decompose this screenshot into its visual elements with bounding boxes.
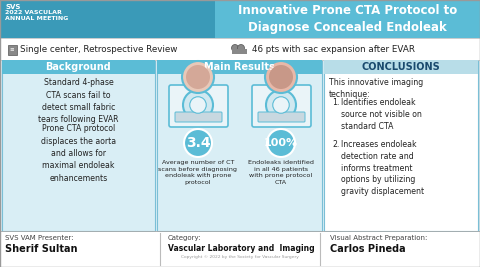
Circle shape [190, 97, 206, 113]
Text: SVS: SVS [5, 4, 20, 10]
FancyBboxPatch shape [2, 60, 155, 74]
FancyBboxPatch shape [324, 60, 478, 231]
Circle shape [266, 90, 296, 120]
FancyBboxPatch shape [157, 60, 322, 231]
Text: Standard 4-phase
CTA scans fail to
detect small fabric
tears following EVAR: Standard 4-phase CTA scans fail to detec… [38, 78, 119, 124]
FancyBboxPatch shape [324, 60, 478, 74]
Circle shape [267, 129, 295, 157]
Circle shape [231, 45, 239, 52]
Circle shape [184, 129, 212, 157]
Text: 1.: 1. [332, 98, 339, 107]
Text: Visual Abstract Preparation:: Visual Abstract Preparation: [330, 235, 427, 241]
Text: 2022 VASCULAR
ANNUAL MEETING: 2022 VASCULAR ANNUAL MEETING [5, 10, 68, 21]
FancyBboxPatch shape [0, 38, 480, 60]
Circle shape [182, 61, 214, 93]
Text: CONCLUSIONS: CONCLUSIONS [361, 62, 440, 72]
Circle shape [238, 45, 244, 52]
Text: Endoleaks identified
in all 46 patients
with prone protocol
CTA: Endoleaks identified in all 46 patients … [248, 160, 314, 185]
Text: Prone CTA protocol
displaces the aorta
and allows for
maximal endoleak
enhanceme: Prone CTA protocol displaces the aorta a… [41, 124, 116, 183]
Text: 2.: 2. [332, 140, 339, 149]
FancyBboxPatch shape [215, 0, 480, 38]
FancyBboxPatch shape [258, 112, 305, 122]
Text: This innovative imaging
technique:: This innovative imaging technique: [329, 78, 423, 99]
Text: 46 pts with sac expansion after EVAR: 46 pts with sac expansion after EVAR [252, 45, 415, 53]
FancyBboxPatch shape [130, 0, 215, 38]
FancyBboxPatch shape [0, 0, 215, 38]
FancyBboxPatch shape [175, 112, 222, 122]
Text: Identifies endoleak
source not visible on
standard CTA: Identifies endoleak source not visible o… [341, 98, 422, 131]
FancyBboxPatch shape [130, 0, 215, 38]
Text: 3.4: 3.4 [186, 136, 210, 150]
FancyBboxPatch shape [80, 0, 215, 38]
Text: Background: Background [46, 62, 111, 72]
FancyBboxPatch shape [157, 60, 322, 74]
Circle shape [265, 61, 297, 93]
FancyBboxPatch shape [0, 0, 80, 38]
Text: Category:: Category: [168, 235, 202, 241]
FancyBboxPatch shape [252, 85, 311, 127]
Text: Increases endoleak
detection rate and
informs treatment
options by utilizing
gra: Increases endoleak detection rate and in… [341, 140, 424, 196]
Text: Sherif Sultan: Sherif Sultan [5, 244, 77, 254]
Circle shape [273, 97, 289, 113]
Text: 100%: 100% [264, 138, 298, 148]
FancyBboxPatch shape [0, 231, 480, 267]
Circle shape [186, 65, 210, 89]
Text: Single center, Retrospective Review: Single center, Retrospective Review [20, 45, 178, 53]
FancyBboxPatch shape [0, 0, 215, 38]
FancyBboxPatch shape [169, 85, 228, 127]
Text: Innovative Prone CTA Protocol to
Diagnose Concealed Endoleak: Innovative Prone CTA Protocol to Diagnos… [238, 4, 457, 34]
Text: Main Results: Main Results [204, 62, 275, 72]
FancyBboxPatch shape [232, 49, 247, 54]
Text: Vascular Laboratory and  Imaging: Vascular Laboratory and Imaging [168, 244, 314, 253]
Text: ≡: ≡ [10, 46, 14, 51]
Circle shape [269, 65, 293, 89]
FancyBboxPatch shape [8, 45, 16, 54]
Circle shape [183, 90, 213, 120]
Text: Carlos Pineda: Carlos Pineda [330, 244, 406, 254]
Text: SVS VAM Presenter:: SVS VAM Presenter: [5, 235, 73, 241]
Text: Average number of CT
scans before diagnosing
endoleak with prone
protocol: Average number of CT scans before diagno… [158, 160, 238, 185]
FancyBboxPatch shape [2, 60, 155, 231]
Text: Copyright © 2022 by the Society for Vascular Surgery: Copyright © 2022 by the Society for Vasc… [181, 255, 299, 259]
FancyBboxPatch shape [0, 0, 215, 38]
